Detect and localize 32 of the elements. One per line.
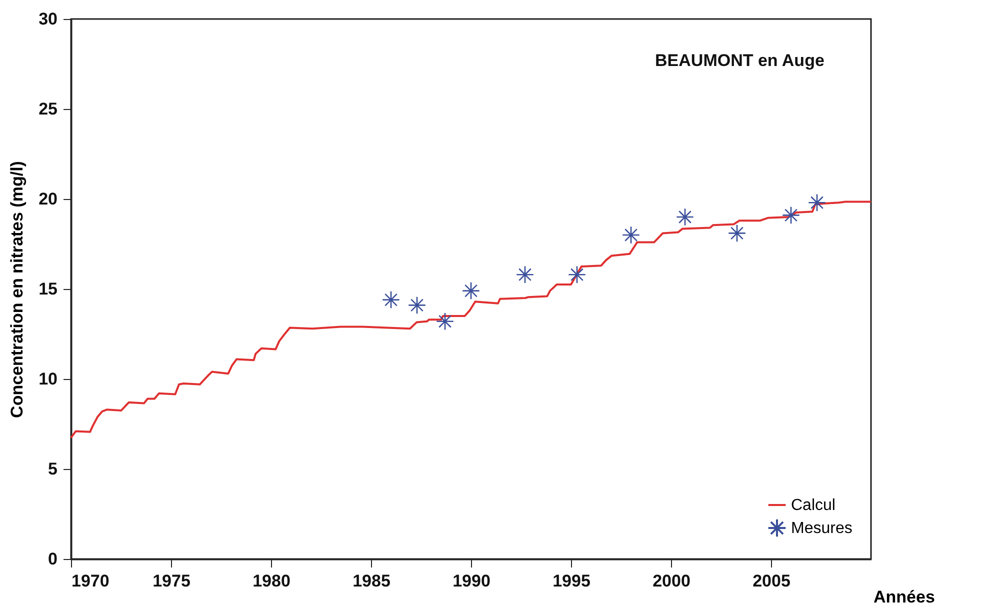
x-tick-label: 1985 [352,572,390,590]
y-tick-label: 30 [38,10,58,28]
y-tick-label: 20 [38,190,58,208]
point [808,194,826,212]
point [676,208,694,226]
point [516,266,534,284]
point [436,312,454,330]
line-series [70,200,872,439]
y-tick-label: 5 [48,460,58,478]
x-tick-label: 1975 [152,572,190,590]
legend-label: Calcul [791,497,836,514]
point [408,296,426,314]
x-tick-label: 1990 [452,572,490,590]
y-tick-label: 0 [48,550,58,568]
x-tick-label: 1995 [552,572,590,590]
point [622,226,640,244]
x-tick-label: 2000 [652,572,690,590]
point [782,206,800,224]
y-tick-label: 10 [38,370,58,388]
x-tick-label: 2005 [752,572,790,590]
x-tick-label: 1970 [72,572,110,590]
y-tick-label: 25 [38,100,58,118]
text: BEAUMONT en Auge [655,51,824,70]
point [728,224,746,242]
point [382,290,400,309]
point [568,266,586,284]
y-tick-label: 15 [38,280,58,298]
point [462,282,480,300]
y-axis-title: Concentration en nitrates (mg/l) [8,161,27,418]
x-tick-label: 1980 [252,572,290,590]
x-axis-title: Années [874,588,935,606]
legend-label: Mesures [791,520,852,537]
